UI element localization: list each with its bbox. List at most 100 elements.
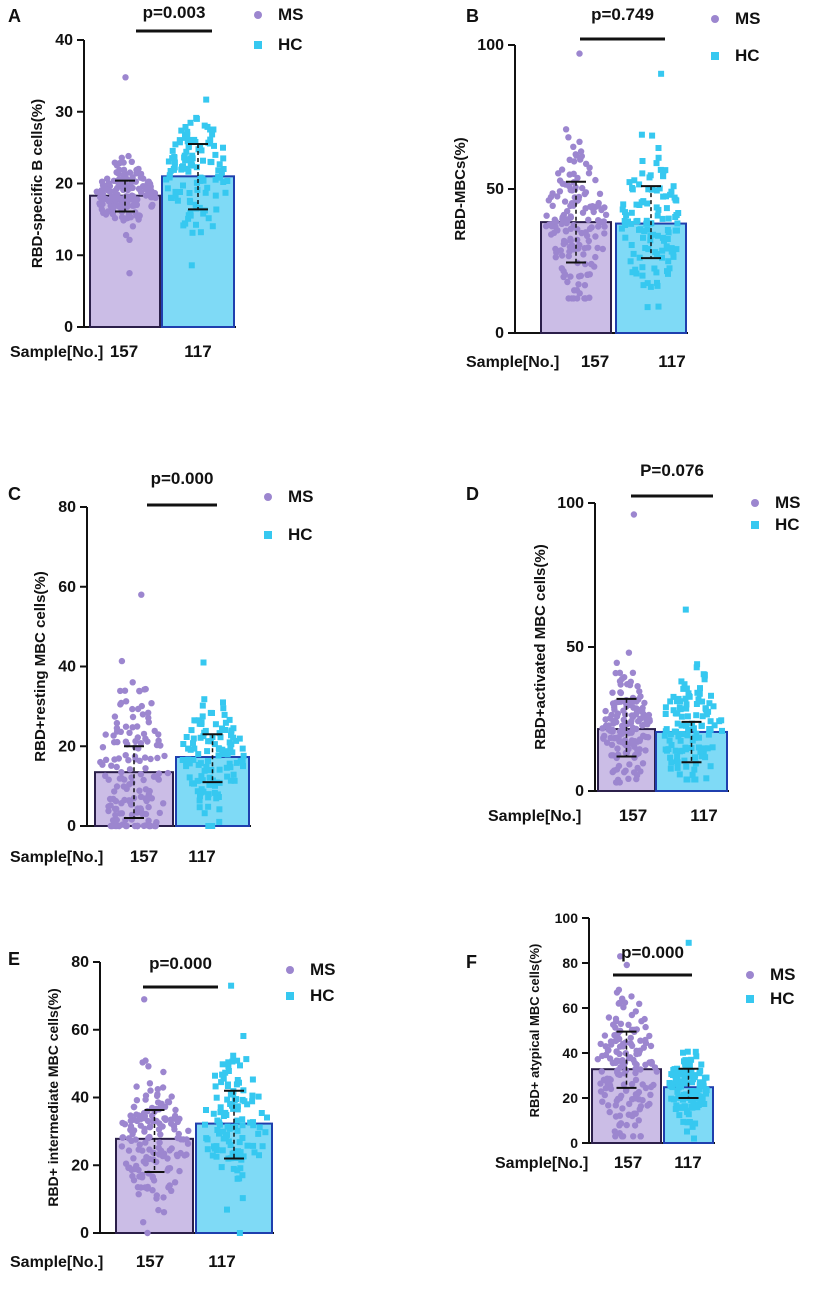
data-point-hc [227, 1142, 234, 1148]
y-tick-label: 0 [570, 1135, 578, 1151]
data-point-ms [625, 775, 632, 782]
data-point-ms [130, 1103, 138, 1111]
data-point-ms [172, 1106, 179, 1114]
data-point-ms [647, 1042, 655, 1050]
data-point-hc [683, 705, 690, 712]
data-point-ms [146, 1123, 154, 1130]
data-point-hc [664, 227, 671, 233]
data-point-ms [619, 1105, 626, 1112]
data-point-ms [147, 755, 154, 763]
data-point-hc [631, 177, 638, 184]
data-point-ms [585, 216, 592, 223]
data-point-hc [625, 218, 631, 225]
data-point-ms [613, 659, 620, 666]
data-point-hc [216, 746, 223, 753]
data-point-ms [125, 1147, 133, 1154]
data-point-hc [186, 774, 193, 781]
data-point-hc [197, 734, 204, 741]
y-axis-label: RBD-MBCs(%) [452, 137, 469, 240]
data-point-ms [609, 768, 616, 776]
data-point-hc [653, 160, 660, 167]
legend-ms-marker [746, 971, 754, 979]
data-point-hc [215, 167, 222, 174]
data-point-ms [636, 1000, 643, 1007]
data-point-ms [128, 196, 135, 203]
data-point-hc [202, 727, 209, 734]
data-point-ms [602, 211, 610, 218]
data-point-hc [640, 282, 647, 289]
data-point-ms [565, 134, 572, 141]
data-point-ms [629, 724, 637, 732]
data-point-ms [133, 1111, 140, 1118]
data-point-hc [695, 696, 702, 703]
data-point-ms [586, 164, 593, 171]
data-point-hc [691, 1135, 697, 1142]
data-point-hc [187, 199, 194, 206]
data-point-ms [137, 771, 145, 778]
data-point-hc [682, 1077, 689, 1084]
data-point-hc [218, 1164, 225, 1171]
data-point-hc [677, 1104, 684, 1111]
data-point-hc [183, 148, 190, 155]
data-point-ms [120, 172, 127, 179]
data-point-hc [707, 718, 714, 725]
data-point-hc [256, 1152, 262, 1159]
data-point-hc [695, 1102, 702, 1108]
data-point-ms [112, 811, 119, 819]
data-point-ms [635, 1050, 643, 1057]
data-point-ms [584, 271, 591, 278]
data-point-ms [130, 202, 138, 209]
data-point-hc [655, 145, 662, 151]
data-point-hc [206, 774, 213, 781]
data-point-hc [699, 713, 706, 720]
data-point-hc [659, 215, 666, 222]
data-point-hc [165, 158, 172, 165]
data-point-ms [633, 775, 640, 783]
y-axis-label: RBD-specific B cells(%) [29, 99, 46, 268]
data-point-hc [659, 254, 665, 261]
data-point-ms [595, 217, 602, 224]
data-point-hc [639, 272, 646, 279]
p-value-label: p=0.000 [149, 954, 212, 973]
data-point-hc [691, 766, 698, 773]
legend: MS HC [746, 965, 796, 1008]
data-point-ms [642, 747, 649, 754]
data-point-hc [682, 606, 689, 613]
dots-hc [179, 659, 247, 829]
data-point-hc [664, 236, 671, 242]
data-point-hc [618, 225, 625, 232]
data-point-ms [612, 779, 620, 786]
data-point-hc [237, 1149, 244, 1156]
data-point-ms [594, 1056, 601, 1063]
data-point-hc [211, 142, 217, 149]
y-tick-label: 0 [64, 319, 73, 336]
data-point-hc [236, 1230, 243, 1236]
data-point-hc [201, 122, 208, 129]
data-point-hc [665, 215, 672, 222]
data-point-hc [193, 114, 200, 121]
data-point-hc [239, 1135, 246, 1141]
data-point-hc [197, 229, 204, 236]
data-point-hc [224, 1096, 231, 1103]
data-point-ms [140, 776, 147, 784]
data-point-ms [142, 765, 149, 772]
data-point-ms [136, 787, 143, 794]
data-point-ms [605, 1102, 612, 1109]
data-point-hc [719, 727, 725, 734]
data-point-hc [262, 1129, 269, 1136]
data-point-hc [182, 132, 188, 139]
data-point-hc [684, 1119, 691, 1126]
data-point-hc [233, 1081, 240, 1088]
data-point-hc [677, 737, 684, 744]
data-point-ms [601, 223, 608, 230]
data-point-ms [148, 202, 156, 210]
data-point-ms [105, 807, 112, 815]
data-point-ms [128, 801, 135, 808]
data-point-hc [236, 735, 243, 742]
legend-hc-label: HC [278, 35, 303, 54]
data-point-ms [140, 1219, 147, 1226]
data-point-hc [652, 249, 659, 256]
data-point-hc [710, 703, 717, 710]
data-point-ms [168, 1145, 175, 1152]
